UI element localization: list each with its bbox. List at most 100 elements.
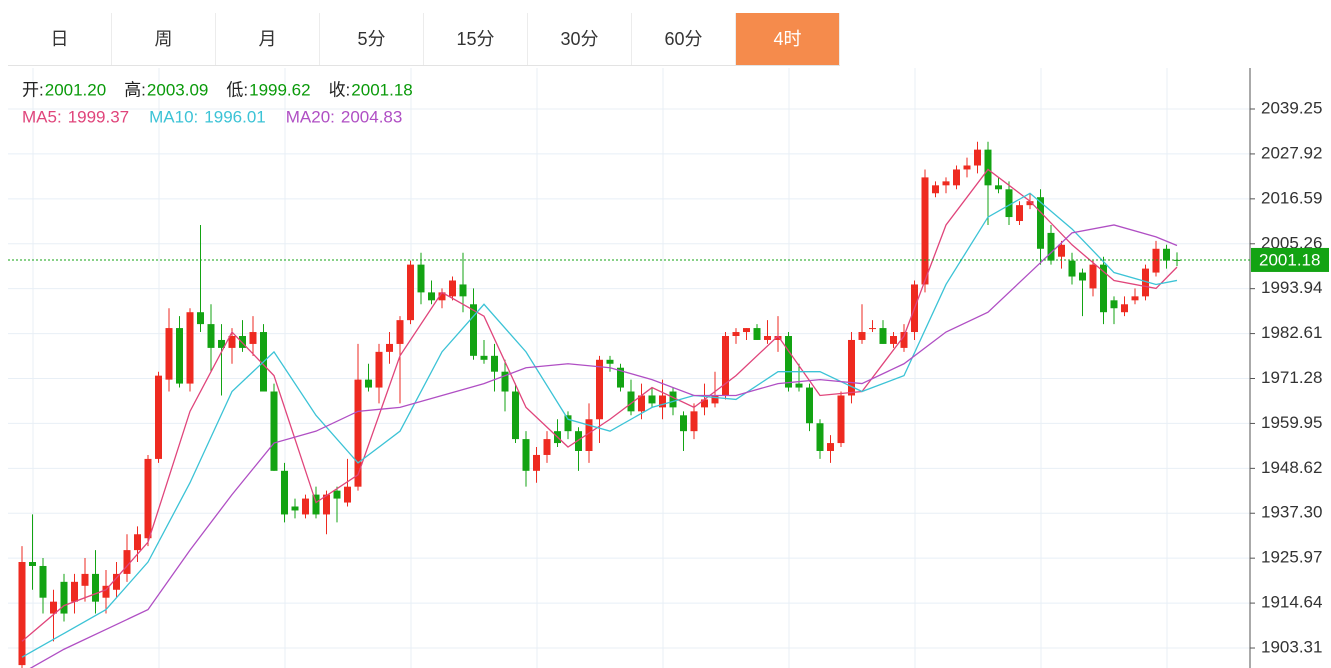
candle-body	[270, 391, 278, 471]
period-tab[interactable]: 周	[112, 13, 216, 65]
candle-body	[764, 336, 771, 340]
y-tick-label: 1959.95	[1261, 413, 1322, 432]
candle-body	[449, 280, 456, 297]
period-tabs: 日周月 5分 15分 30分 60分 4时	[8, 13, 840, 66]
period-tab[interactable]: 4时	[736, 13, 840, 65]
candle-body	[648, 395, 656, 404]
current-price-box	[1251, 247, 1329, 272]
candle-body	[575, 431, 582, 451]
candle-body	[806, 387, 813, 424]
candle-body	[39, 565, 47, 598]
candle-body	[627, 391, 635, 412]
candle-body	[753, 328, 761, 340]
candle-body	[1026, 201, 1034, 206]
candle-body	[774, 336, 782, 340]
candle-body	[953, 169, 960, 186]
period-tab[interactable]: 5分	[320, 13, 424, 65]
candle-body	[942, 181, 950, 186]
current-price-label: 2001.18	[1259, 250, 1320, 269]
candle-body	[1005, 189, 1013, 218]
candle-body	[512, 391, 519, 440]
candle-body	[1047, 232, 1055, 261]
candle-body	[1142, 268, 1149, 297]
period-tab[interactable]: 月	[216, 13, 320, 65]
y-tick-label: 1903.31	[1261, 638, 1322, 657]
ma-line	[29, 224, 1178, 668]
candle-body	[113, 573, 120, 590]
candle-body	[344, 486, 351, 503]
candle-body	[18, 562, 26, 666]
candle-body	[1058, 244, 1065, 257]
candle-body	[102, 585, 110, 598]
candle-body	[228, 336, 236, 348]
candle-body	[869, 328, 876, 330]
legend-name: MA5:	[22, 107, 62, 126]
candle-body	[848, 339, 855, 396]
y-tick-label: 2039.25	[1261, 98, 1322, 117]
candle-body	[743, 328, 750, 333]
candle-body	[984, 149, 992, 186]
candle-body	[29, 562, 36, 566]
candle-body	[1037, 197, 1044, 249]
candle-body	[680, 415, 687, 432]
y-tick-label: 1914.64	[1261, 593, 1322, 612]
candle-body	[827, 443, 834, 451]
candle-body	[302, 498, 309, 515]
period-tab[interactable]: 15分	[424, 13, 528, 65]
candle-body	[932, 185, 939, 194]
candle-body	[701, 399, 708, 408]
candle-body	[1016, 205, 1023, 222]
candle-body	[522, 439, 530, 471]
candle-body	[281, 470, 288, 515]
candle-body	[239, 336, 246, 348]
candle-body	[155, 375, 162, 459]
info-value: 2003.09	[147, 80, 208, 99]
candle-body	[207, 324, 215, 348]
candle-body	[123, 550, 131, 574]
candle-body	[480, 355, 488, 360]
candle-body	[785, 336, 792, 388]
candle-body	[501, 371, 509, 392]
y-tick-label: 1925.97	[1261, 548, 1322, 567]
candle-body	[722, 336, 729, 396]
y-tick-label: 2016.59	[1261, 188, 1322, 207]
candle-body	[879, 328, 887, 344]
ma-line	[21, 168, 1178, 642]
candle-body	[60, 581, 68, 614]
y-tick-label: 1971.28	[1261, 368, 1322, 387]
candle-body	[585, 419, 593, 451]
info-value: 2001.18	[351, 80, 412, 99]
info-value: 1999.62	[249, 80, 310, 99]
info-label: 低:	[226, 80, 248, 99]
candle-body	[312, 494, 320, 515]
info-label: 收:	[329, 80, 351, 99]
candle-body	[218, 339, 225, 348]
candle-body	[428, 292, 435, 301]
candle-body	[858, 332, 866, 340]
period-tab[interactable]: 日	[8, 13, 112, 65]
candle-body	[386, 343, 393, 352]
candle-body	[837, 395, 845, 444]
info-label: 高:	[124, 80, 146, 99]
y-tick-label: 2027.92	[1261, 143, 1322, 162]
candle-body	[165, 328, 173, 380]
candle-body	[375, 351, 383, 388]
y-tick-label: 1982.61	[1261, 323, 1322, 342]
period-tab[interactable]: 30分	[528, 13, 632, 65]
candle-body	[249, 332, 257, 344]
candle-body	[900, 332, 908, 348]
candle-body	[407, 264, 414, 321]
candle-body	[690, 411, 698, 432]
legend-value: 1996.01	[204, 107, 265, 126]
y-tick-label: 1937.30	[1261, 503, 1322, 522]
candle-body	[459, 284, 467, 297]
candle-body	[396, 320, 404, 344]
candle-body	[438, 292, 446, 301]
candle-body	[1110, 300, 1118, 309]
period-tab[interactable]: 60分	[632, 13, 736, 65]
candle-body	[134, 534, 141, 551]
y-tick-label: 1993.94	[1261, 278, 1322, 297]
candle-body	[1163, 248, 1170, 261]
candle-body	[365, 379, 372, 388]
